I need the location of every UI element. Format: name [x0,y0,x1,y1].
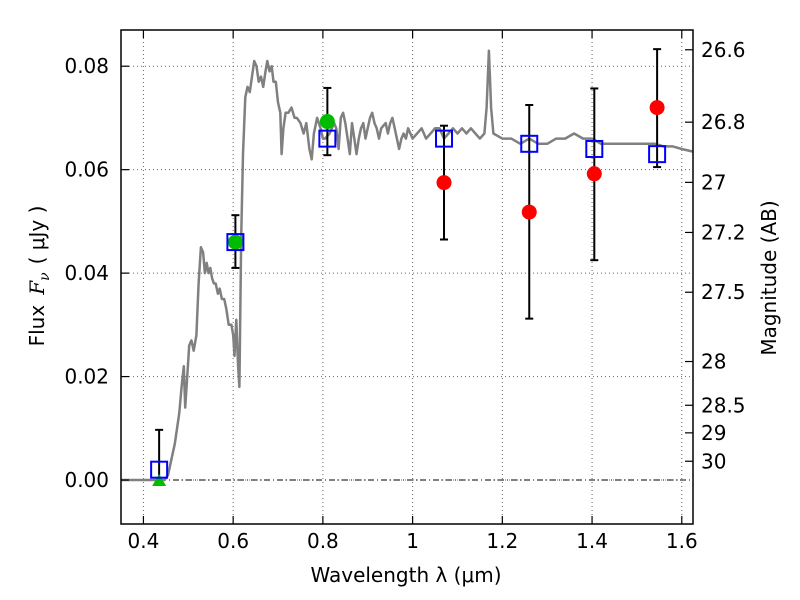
x-tick-label: 0.8 [307,529,339,553]
y-tick-label: 0.02 [64,365,109,389]
y-tick-label: 0.00 [64,468,109,492]
model-bandpass-square [226,233,245,252]
green-data-point [319,114,335,130]
model-bandpass-square [150,460,169,479]
right-axis-label: Magnitude (AB) [757,200,781,355]
error-bars [155,48,662,481]
model-bandpass-square [648,145,667,164]
model-bandpass-square [585,139,604,158]
right-tick-label: 28 [701,350,726,374]
x-tick-label: 1 [406,529,419,553]
red-data-point [521,204,537,220]
model-bandpass-square [318,129,337,148]
x-tick-label: 1.4 [576,529,608,553]
right-tick-label: 26.8 [701,110,746,134]
green-triangle-point [152,474,167,487]
model-spectrum-line [121,49,694,482]
right-tick-labels: 26.6 26.8 27 27.2 27.5 28 28.5 29 30 [701,38,746,473]
right-tick-label: 30 [701,449,726,473]
y-tick-label: 0.04 [64,261,109,285]
red-data-point [586,166,602,182]
x-tick-labels: 0.4 0.6 0.8 1 1.2 1.4 1.6 [128,529,698,553]
right-tick-label: 27 [701,170,726,194]
x-tick-label: 0.4 [128,529,160,553]
grid-lines [121,30,693,524]
plot-frame [120,29,694,525]
y-axis-label: FluxFν( μJy ) [25,206,53,347]
y-tick-label: 0.06 [64,158,109,182]
red-data-point [649,100,665,116]
data-points [150,100,667,487]
right-tick-label: 28.5 [701,393,746,417]
right-tick-label: 27.5 [701,280,746,304]
right-tick-label: 29 [701,421,726,445]
right-tick-label: 26.6 [701,38,746,62]
y-tick-labels: 0.00 0.02 0.04 0.06 0.08 [64,54,109,492]
model-bandpass-square [435,129,454,148]
model-bandpass-square [520,134,539,153]
x-axis-label: Wavelength λ (μm) [310,563,501,587]
x-tick-label: 1.6 [666,529,698,553]
tick-marks [121,30,693,524]
red-data-point [436,175,452,191]
green-data-point [227,234,243,250]
y-tick-label: 0.08 [64,54,109,78]
right-tick-label: 27.2 [701,220,746,244]
x-tick-label: 0.6 [217,529,249,553]
x-tick-label: 1.2 [486,529,518,553]
